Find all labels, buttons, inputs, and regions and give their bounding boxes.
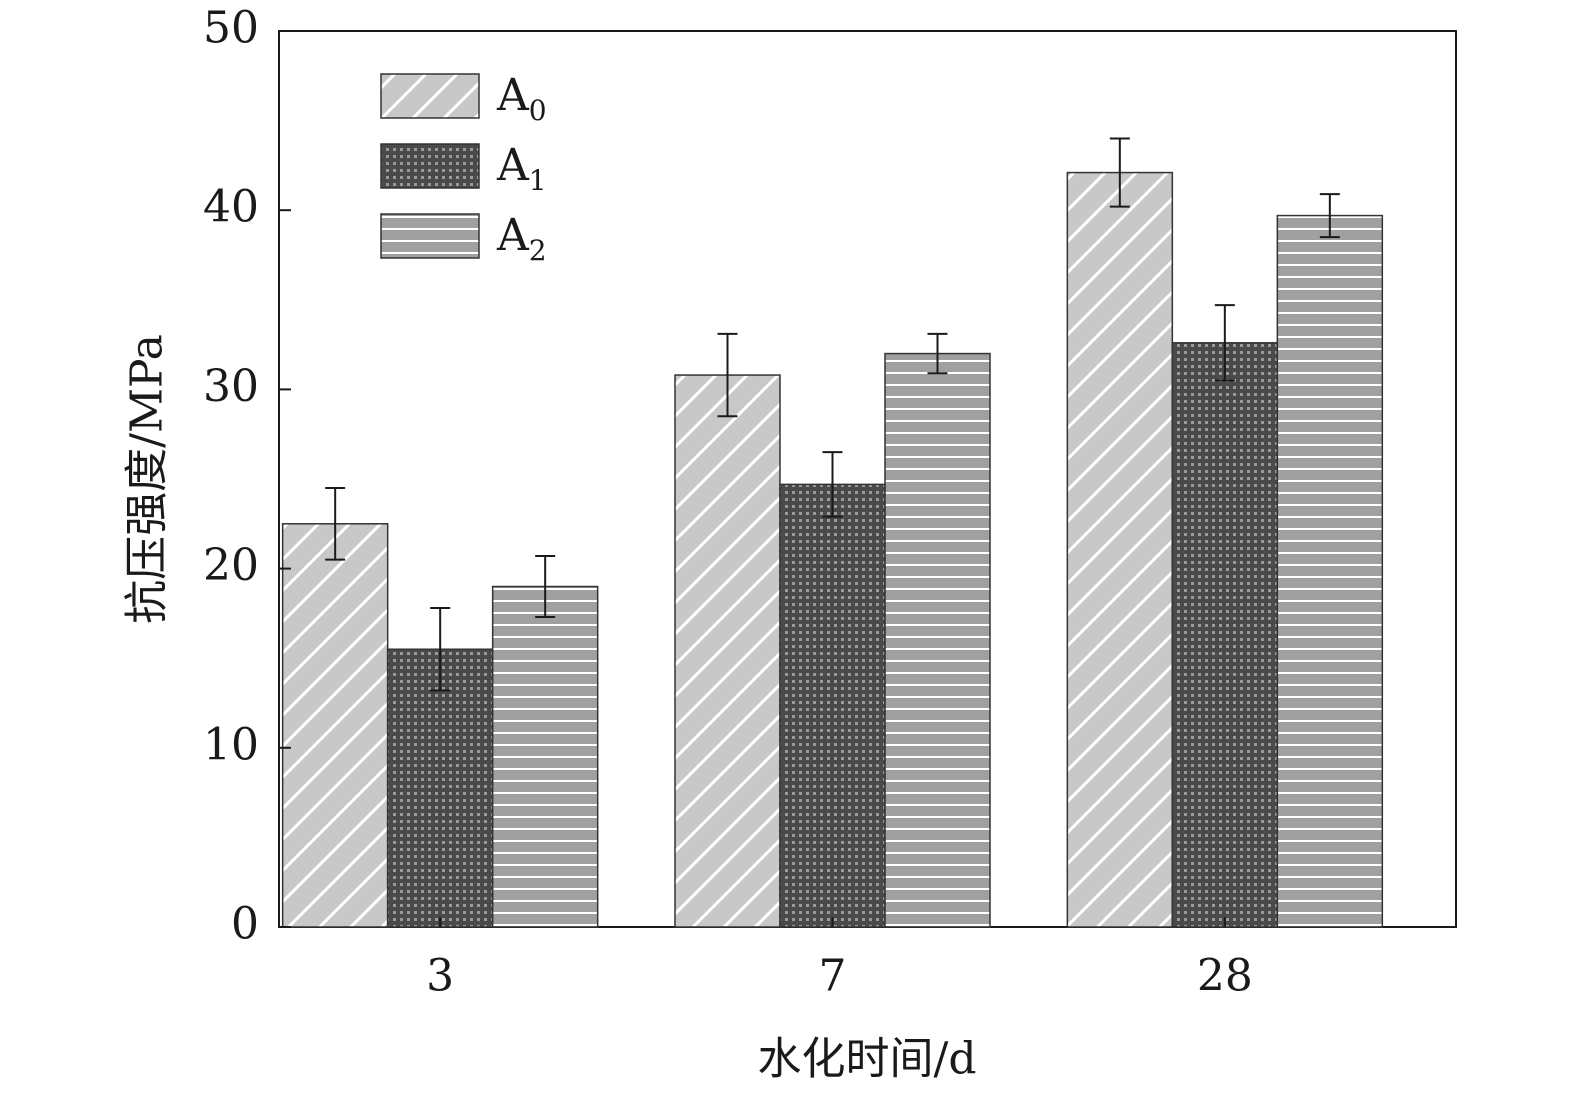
bars-layer — [281, 171, 1384, 928]
bar-a2-3 — [491, 585, 599, 928]
y-axis-title: 抗压强度/MPa — [122, 334, 173, 624]
error-bar-a1-3 — [430, 607, 451, 692]
error-bar-a0-7 — [717, 332, 738, 418]
bar-a0-7 — [674, 374, 781, 928]
x-axis-title: 水化时间/d — [758, 1034, 977, 1085]
legend-swatch — [380, 73, 480, 119]
x-tick-label: 3 — [426, 951, 454, 1002]
bar-a0-28 — [1066, 171, 1174, 928]
error-bar-a1-7 — [822, 451, 843, 518]
y-tick-label: 50 — [203, 3, 259, 54]
y-tick-label: 0 — [231, 899, 259, 950]
error-bar-a2-28 — [1319, 193, 1340, 239]
y-tick-label: 20 — [203, 540, 259, 591]
error-bar-a2-7 — [927, 332, 948, 375]
bar-a1-28 — [1171, 342, 1279, 928]
legend: A0 A1 A2 — [380, 70, 547, 267]
bar-a1-7 — [779, 483, 886, 928]
y-tick-label: 10 — [203, 719, 259, 770]
y-tick-label: 30 — [203, 361, 259, 412]
x-tick-label: 28 — [1197, 951, 1253, 1002]
legend-item-a1: A1 — [380, 140, 547, 197]
legend-label: A0 — [496, 70, 547, 127]
bar-a2-28 — [1276, 214, 1384, 928]
legend-item-a2: A2 — [380, 210, 547, 267]
y-axis: 0 10 20 30 40 50 — [203, 3, 291, 950]
y-tick-label: 40 — [203, 182, 259, 233]
error-bar-a2-3 — [535, 555, 556, 618]
legend-swatch — [380, 143, 480, 189]
error-bar-a1-28 — [1214, 304, 1235, 382]
error-bar-a0-28 — [1109, 137, 1130, 208]
x-tick-label: 7 — [819, 951, 847, 1002]
error-bars-layer — [325, 137, 1340, 692]
legend-item-a0: A0 — [380, 70, 547, 127]
legend-swatch — [380, 213, 480, 259]
bar-a2-7 — [884, 352, 991, 928]
bar-a0-3 — [281, 523, 389, 928]
error-bar-a0-3 — [325, 486, 346, 561]
x-axis: 3 7 28 — [426, 917, 1253, 1002]
